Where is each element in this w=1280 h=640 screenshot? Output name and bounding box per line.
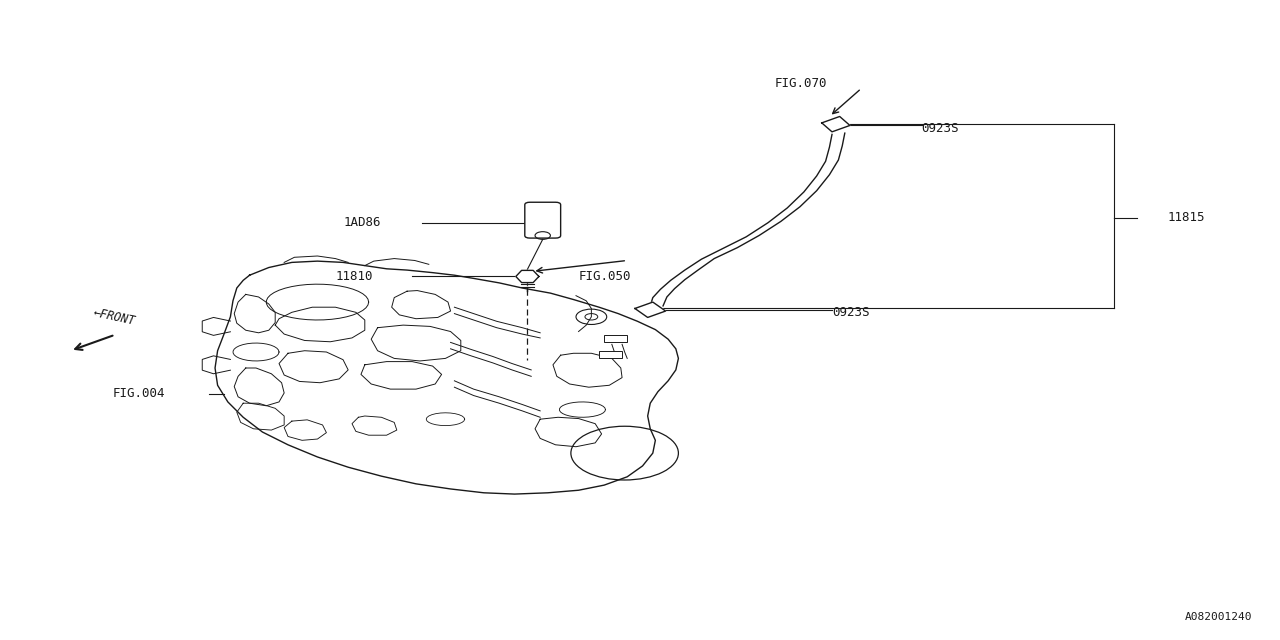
Text: 1AD86: 1AD86 xyxy=(343,216,380,229)
FancyBboxPatch shape xyxy=(599,351,622,358)
Text: FIG.070: FIG.070 xyxy=(774,77,827,90)
Polygon shape xyxy=(822,116,850,132)
FancyBboxPatch shape xyxy=(604,335,627,342)
Polygon shape xyxy=(516,270,539,283)
Polygon shape xyxy=(635,302,666,317)
Text: 0923S: 0923S xyxy=(922,122,959,134)
Text: 0923S: 0923S xyxy=(832,306,869,319)
Text: 11815: 11815 xyxy=(1167,211,1204,224)
FancyBboxPatch shape xyxy=(525,202,561,238)
Text: ←FRONT: ←FRONT xyxy=(92,306,137,328)
Text: FIG.050: FIG.050 xyxy=(579,270,631,283)
Text: FIG.004: FIG.004 xyxy=(113,387,165,400)
Text: A082001240: A082001240 xyxy=(1184,612,1252,622)
Text: 11810: 11810 xyxy=(335,270,372,283)
